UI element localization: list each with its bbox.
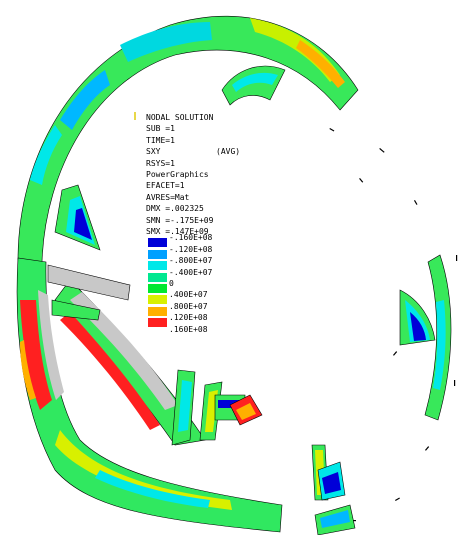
legend-smn: SMN =-.175E+09 [146, 215, 214, 225]
contour-swatch [148, 284, 167, 294]
legend-smx: SMX =.147E+09 [146, 227, 209, 237]
contour-row: .160E+08 [146, 325, 266, 340]
contour-swatch [148, 295, 167, 305]
contour-row: .800E+07 [146, 302, 266, 317]
contour-label: 0 [169, 279, 174, 289]
contour-label: -.120E+08 [169, 244, 213, 254]
contour-swatch [148, 249, 167, 259]
legend-sub: SUB =1 [146, 124, 175, 134]
contour-row: -.800E+07 [146, 256, 266, 271]
arc-segment-right [399, 254, 452, 421]
contour-label: .160E+08 [169, 324, 208, 334]
contour-label: -.160E+08 [169, 233, 213, 243]
legend-component: SXY [146, 147, 161, 157]
lower-left-ring-segment [16, 257, 283, 533]
bracket-part-left [47, 264, 131, 321]
contour-label: -.400E+07 [169, 267, 213, 277]
legend-panel: NODAL SOLUTION SUB =1 TIME=1 SXY (AVG) RS… [146, 112, 266, 340]
contour-label: .800E+07 [169, 301, 208, 311]
wedge-part-left [54, 184, 101, 251]
contour-swatch [148, 306, 167, 316]
bracket-part-center [171, 369, 263, 446]
contour-swatch [148, 238, 167, 248]
contour-row: -.400E+07 [146, 268, 266, 283]
inner-beam [54, 279, 206, 446]
legend-dmx: DMX =.002325 [146, 204, 204, 214]
arc-segment-top-right [221, 65, 286, 106]
contour-label: -.800E+07 [169, 256, 213, 266]
contour-scale: -.160E+08 -.120E+08 -.800E+07 -.400E+07 0.40… [146, 233, 266, 340]
legend-avg: (AVG) [216, 147, 241, 157]
legend-component-row: SXY (AVG) [146, 146, 266, 157]
bracket-part-bottom [311, 444, 356, 535]
legend-rsys: RSYS=1 [146, 158, 175, 168]
contour-row: .120E+08 [146, 313, 266, 328]
legend-avres: AVRES=Mat [146, 192, 190, 202]
legend-time: TIME=1 [146, 135, 175, 145]
contour-label: .400E+07 [169, 290, 208, 300]
contour-row: -.120E+08 [146, 245, 266, 260]
legend-title: NODAL SOLUTION [146, 113, 214, 122]
legend-graphics: PowerGraphics [146, 170, 209, 180]
contour-row: .400E+07 [146, 290, 266, 305]
contour-swatch [148, 318, 167, 328]
contour-swatch [148, 272, 167, 282]
contour-row: -.160E+08 [146, 233, 266, 248]
probe-marker [134, 112, 136, 120]
outer-ring-segment [17, 15, 359, 263]
legend-efacet: EFACET=1 [146, 181, 185, 191]
contour-swatch [148, 261, 167, 271]
contour-row: 0 [146, 279, 266, 294]
boundary-fragments [329, 128, 458, 522]
contour-label: .120E+08 [169, 313, 208, 323]
